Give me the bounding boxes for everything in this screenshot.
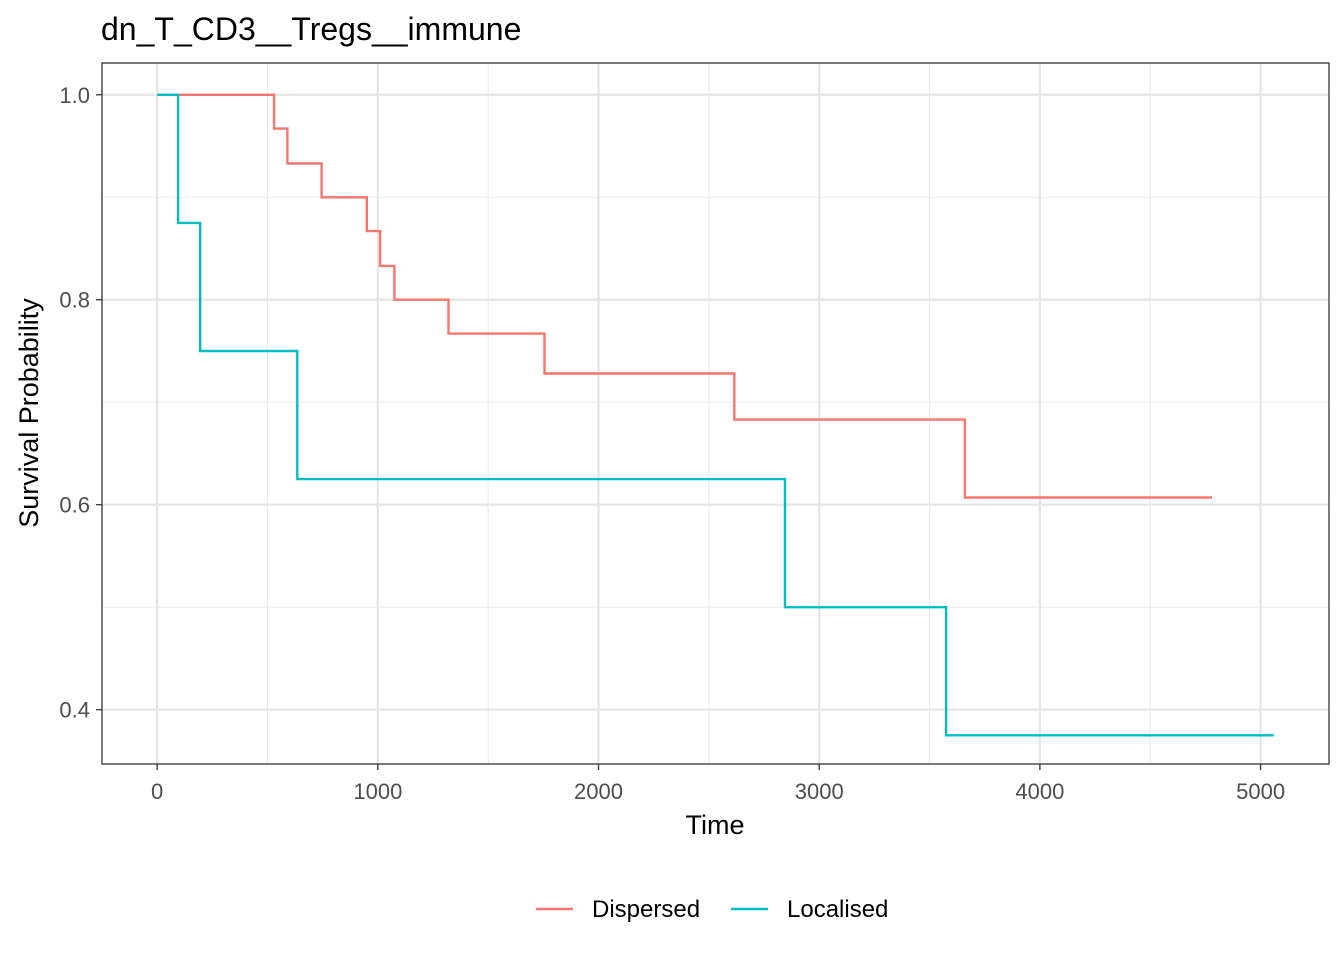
y-tick-label: 0.6 — [59, 493, 90, 518]
chart-title: dn_T_CD3__Tregs__immune — [101, 11, 521, 47]
legend: Dispersed Localised — [536, 896, 888, 923]
grid-major — [102, 63, 1329, 764]
legend-label-dispersed: Dispersed — [592, 896, 700, 923]
x-axis: 0 1000 2000 3000 4000 5000 — [151, 764, 1285, 804]
x-tick-label: 2000 — [574, 779, 623, 804]
y-axis-title: Survival Probability — [14, 298, 44, 528]
y-tick-label: 1.0 — [59, 83, 90, 108]
y-axis: 0.4 0.6 0.8 1.0 — [59, 83, 102, 723]
series-line-localised — [157, 93, 1274, 737]
y-tick-label: 0.8 — [59, 288, 90, 313]
plot-panel-border — [101, 62, 1330, 765]
legend-label-localised: Localised — [787, 896, 888, 923]
grid-minor — [102, 63, 1329, 764]
x-tick-label: 4000 — [1015, 779, 1064, 804]
x-tick-label: 3000 — [795, 779, 844, 804]
x-tick-label: 0 — [151, 779, 163, 804]
x-tick-label: 1000 — [353, 779, 402, 804]
x-axis-title: Time — [686, 810, 745, 840]
y-tick-label: 0.4 — [59, 698, 90, 723]
series-layer — [157, 93, 1274, 737]
series-line-dispersed — [157, 93, 1212, 499]
x-tick-label: 5000 — [1236, 779, 1285, 804]
